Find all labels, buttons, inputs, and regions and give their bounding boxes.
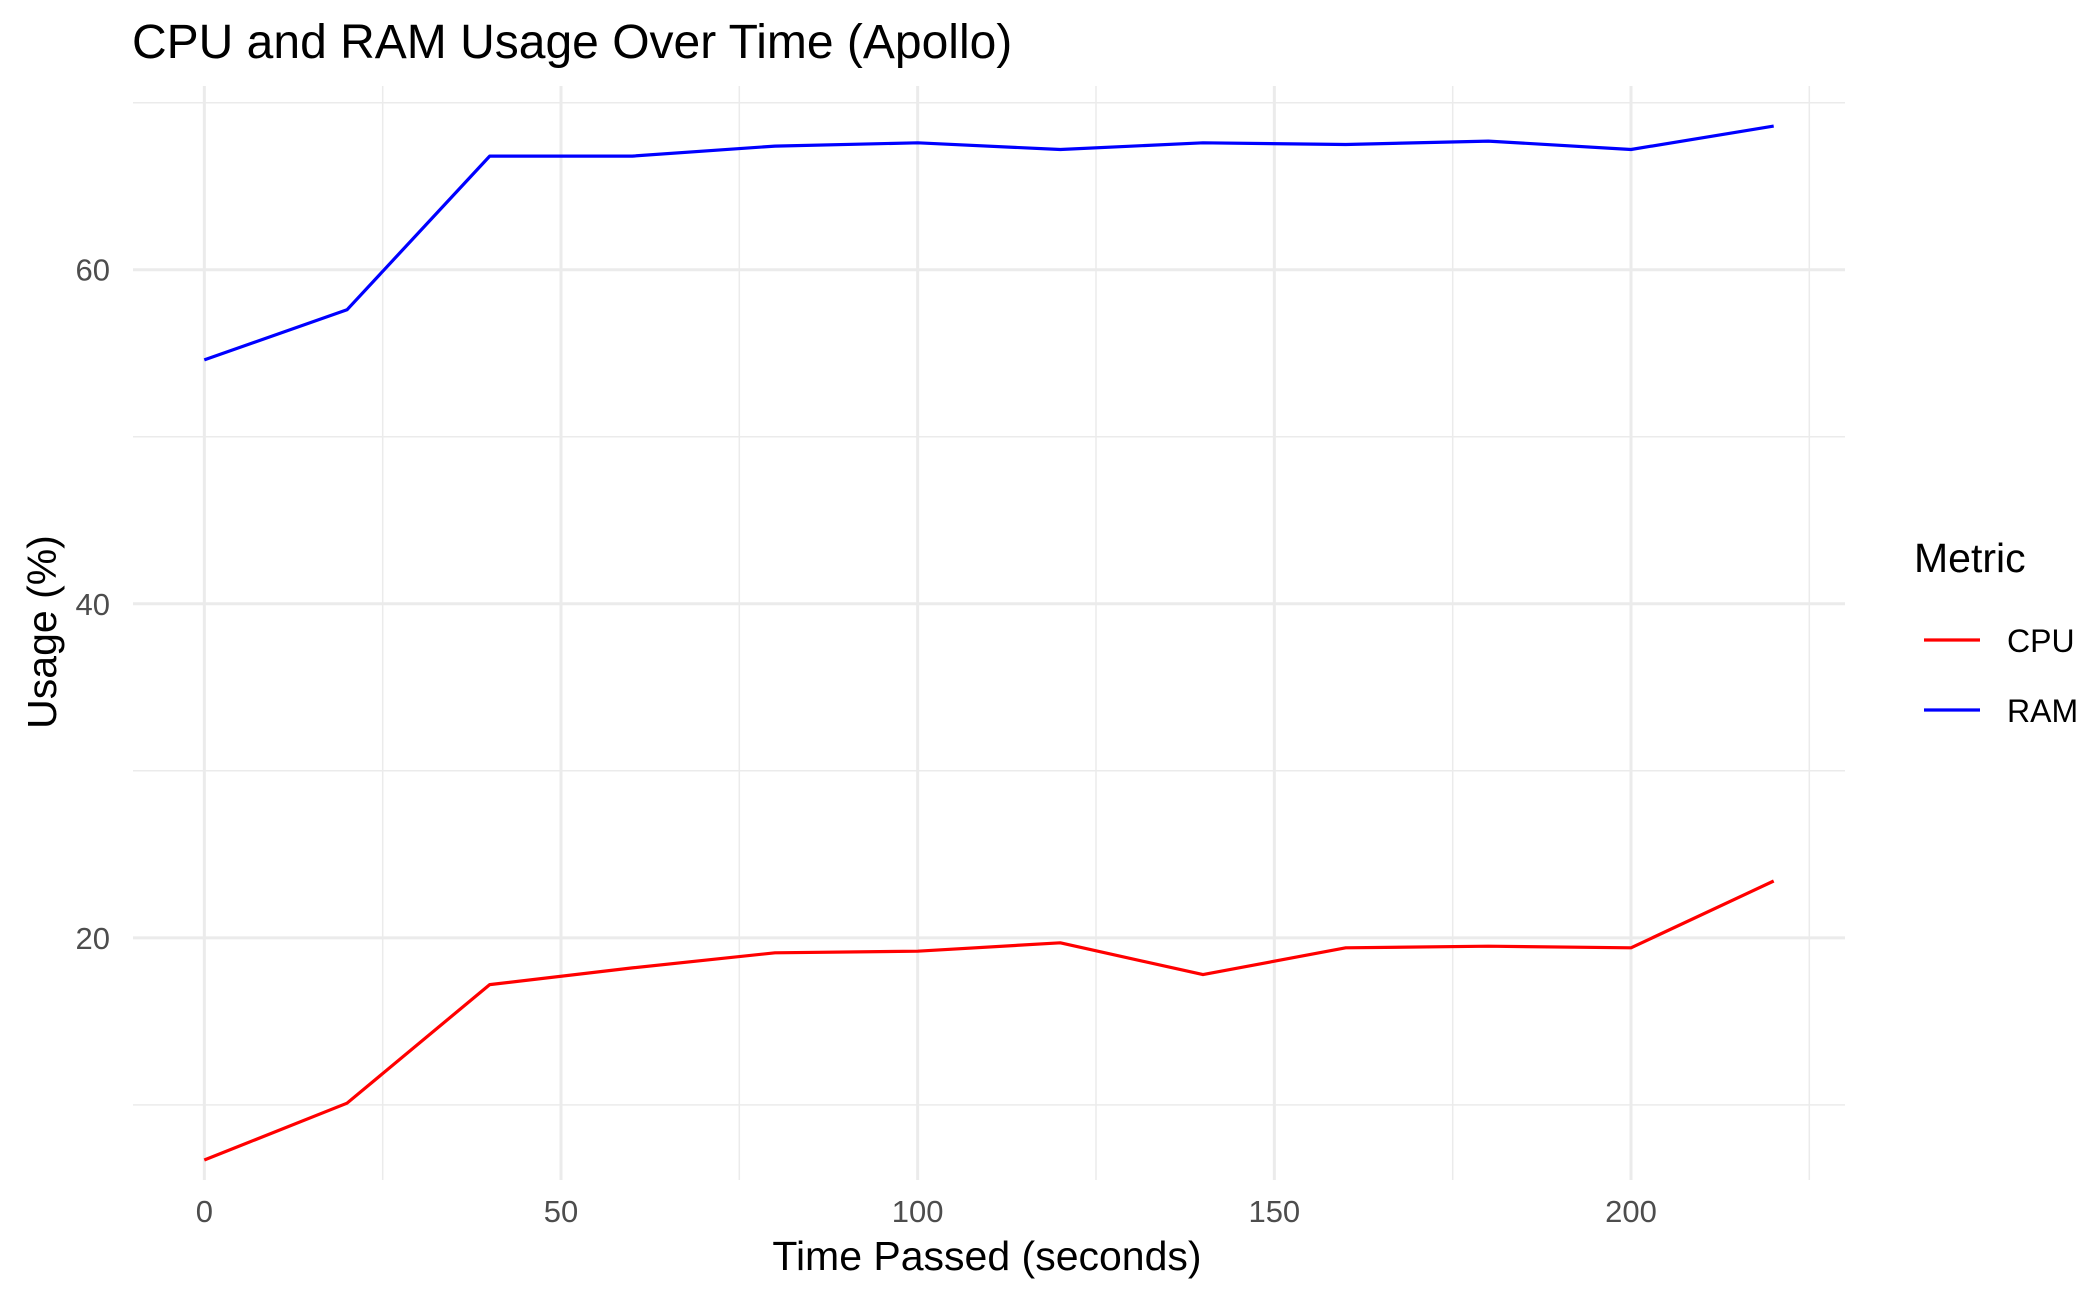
x-tick-label: 0: [196, 1194, 213, 1229]
series-line-ram: [203, 124, 1774, 362]
legend: Metric CPU RAM: [1914, 535, 2078, 729]
y-tick-label: 40: [76, 587, 110, 622]
y-axis-ticks: 20 40 60: [76, 253, 110, 956]
y-tick-label: 20: [76, 921, 110, 956]
series-lines: [203, 124, 1775, 1162]
legend-title: Metric: [1914, 535, 2026, 581]
legend-label-ram: RAM: [2007, 693, 2078, 729]
x-tick-label: 150: [1248, 1194, 1300, 1229]
y-axis-title: Usage (%): [19, 535, 65, 729]
x-tick-label: 100: [892, 1194, 944, 1229]
x-tick-label: 50: [544, 1194, 578, 1229]
x-axis-title: Time Passed (seconds): [772, 1233, 1201, 1279]
chart-title: CPU and RAM Usage Over Time (Apollo): [132, 16, 1012, 69]
y-tick-label: 60: [76, 253, 110, 288]
grid-lines: [133, 86, 1845, 1180]
series-line-cpu: [203, 879, 1775, 1162]
x-axis-ticks: 0 50 100 150 200: [196, 1194, 1657, 1229]
legend-label-cpu: CPU: [2007, 623, 2075, 659]
legend-items: CPU RAM: [1924, 623, 2078, 729]
x-tick-label: 200: [1605, 1194, 1657, 1229]
